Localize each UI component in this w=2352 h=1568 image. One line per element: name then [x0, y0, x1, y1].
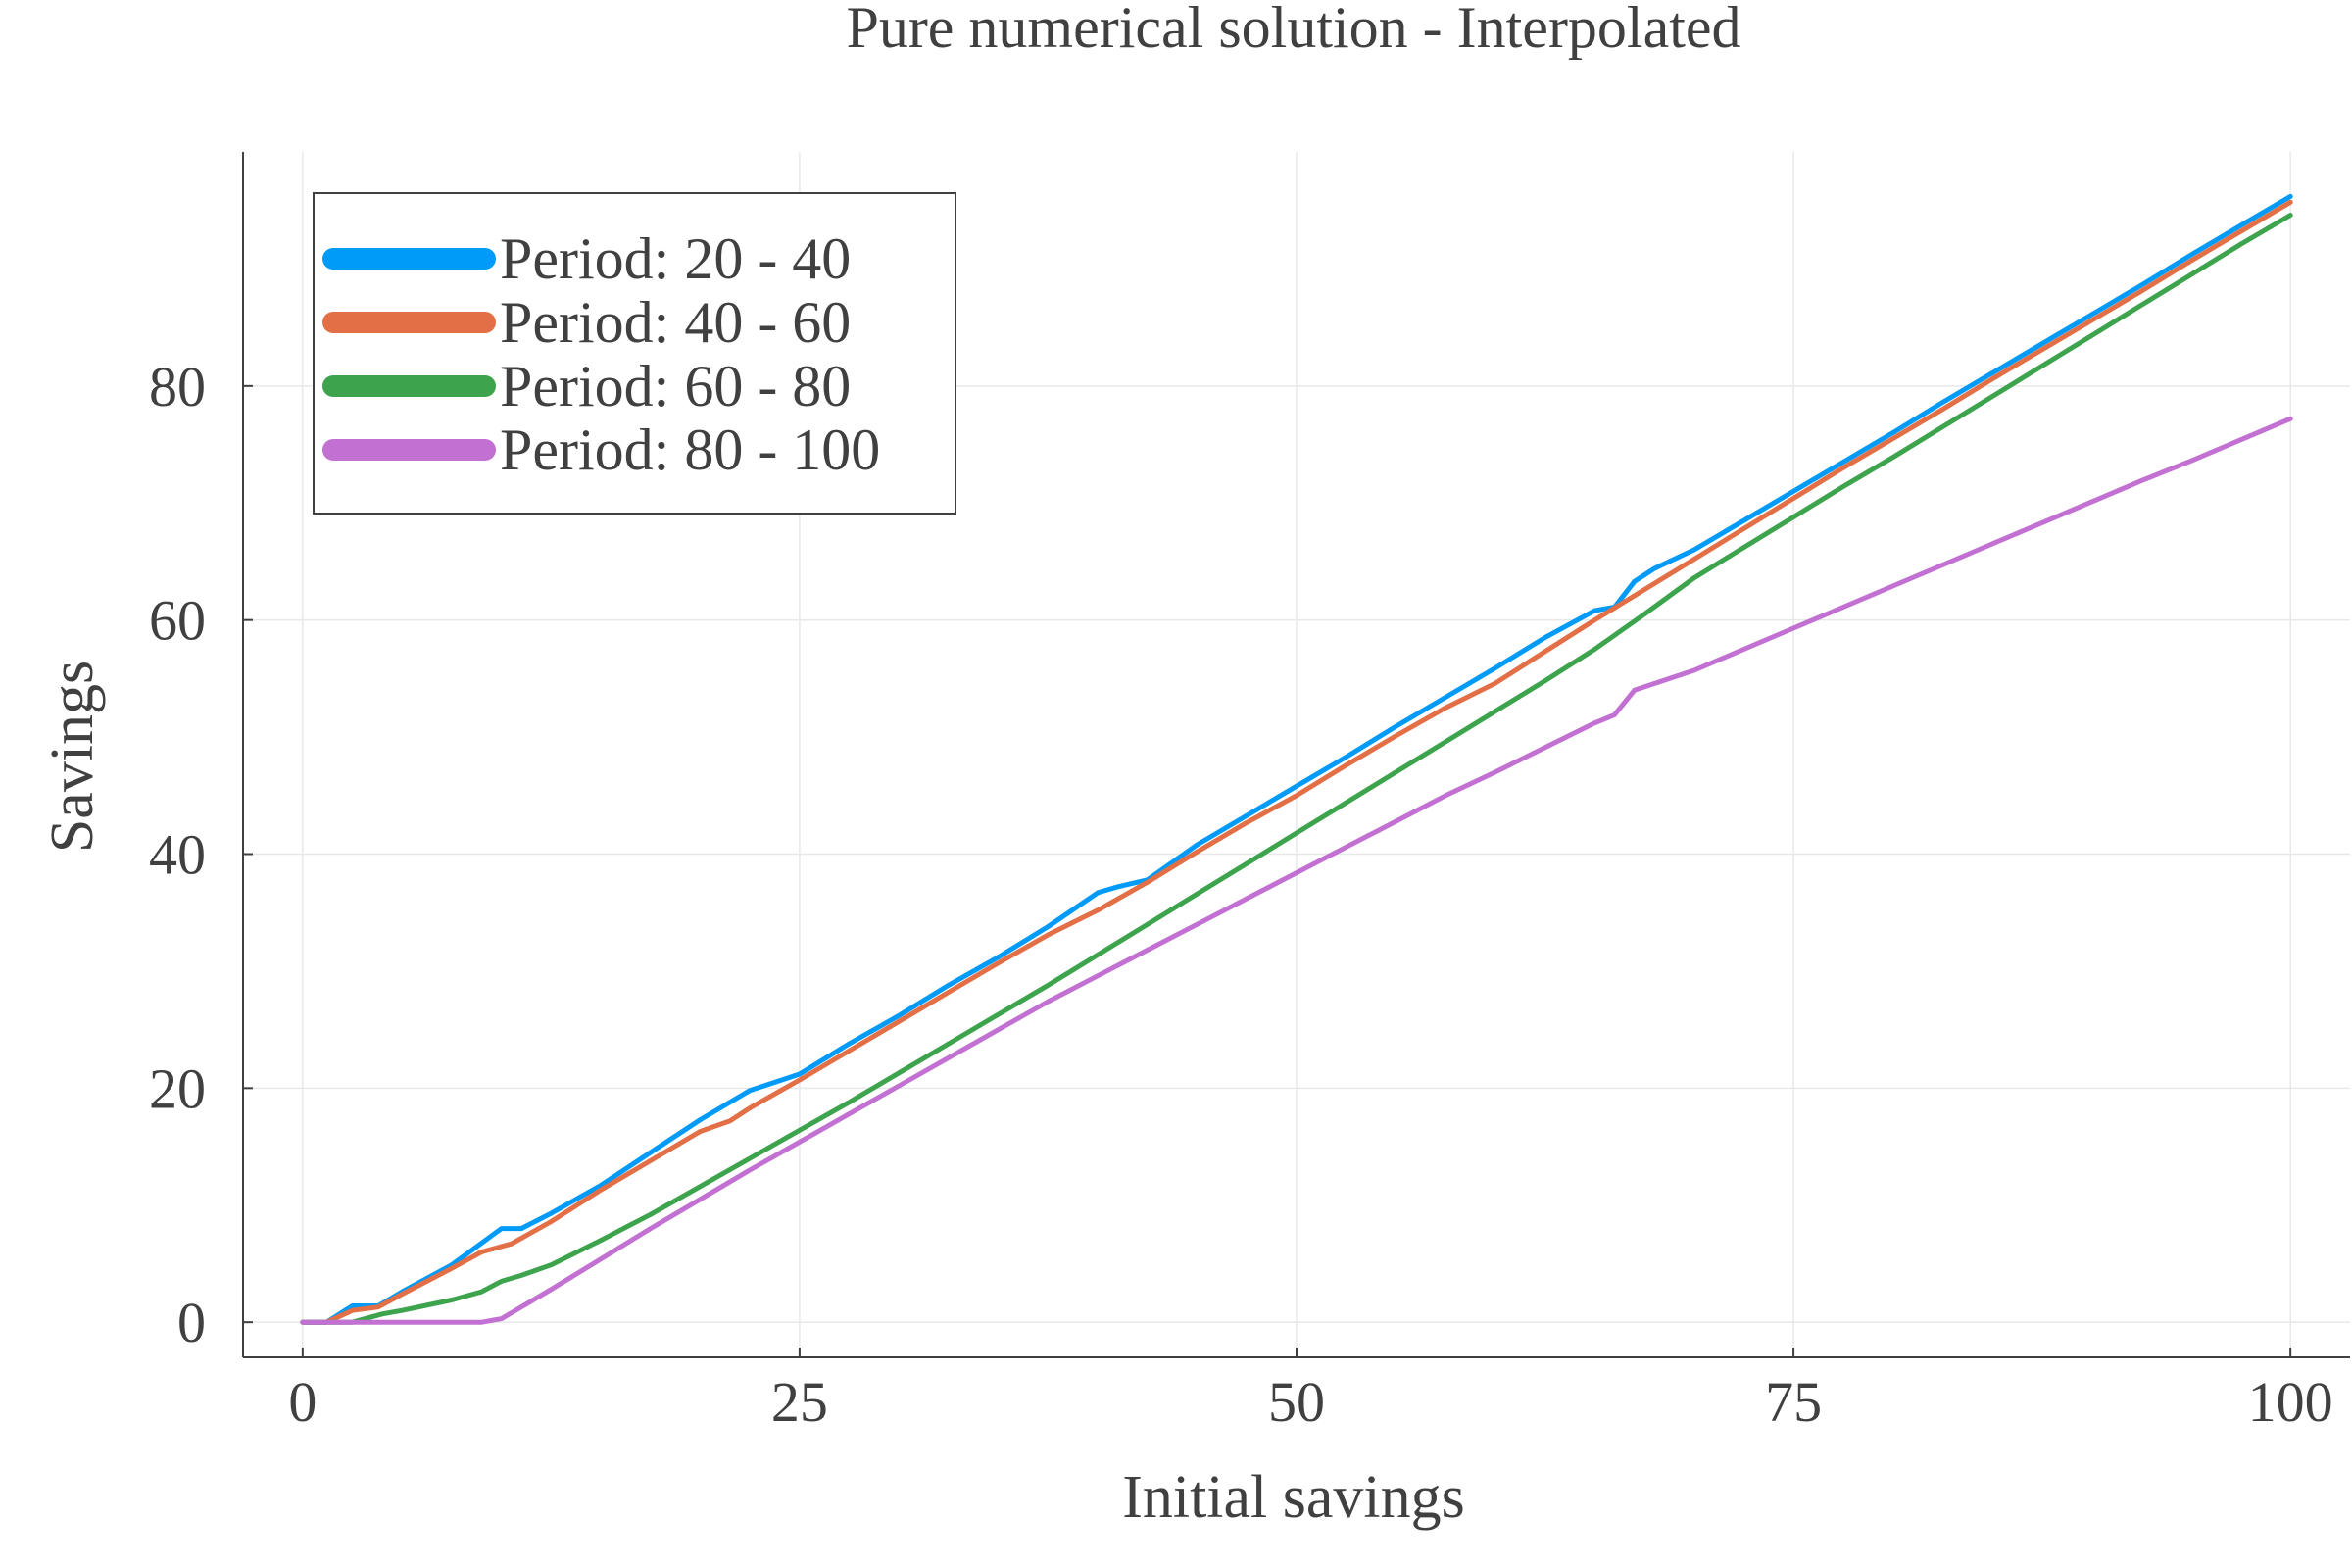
x-tick-label: 100	[2248, 1370, 2333, 1434]
series-line-3	[300, 213, 2293, 1325]
x-tick-label: 25	[771, 1370, 828, 1434]
legend-label: Period: 80 - 100	[500, 417, 880, 482]
y-tick-label: 20	[149, 1056, 206, 1120]
y-tick-label: 80	[149, 355, 206, 418]
series-line-2	[300, 199, 2293, 1325]
y-axis-ticks: 0 20 40 60 80	[149, 355, 253, 1354]
x-tick-label: 0	[288, 1370, 317, 1434]
y-tick-label: 0	[177, 1291, 206, 1354]
x-axis-label: Initial savings	[1122, 1464, 1465, 1531]
y-tick-label: 40	[149, 823, 206, 887]
series-line-4	[300, 416, 2293, 1325]
legend-label: Period: 20 - 40	[500, 226, 851, 291]
x-tick-label: 50	[1268, 1370, 1325, 1434]
legend-label: Period: 40 - 60	[500, 290, 851, 355]
series-line-1	[300, 193, 2293, 1325]
legend-label: Period: 60 - 80	[500, 354, 851, 418]
y-axis-label: Savings	[39, 661, 106, 853]
x-axis-ticks: 0 25 50 75 100	[288, 1348, 2333, 1434]
y-tick-label: 60	[149, 589, 206, 653]
chart-title: Pure numerical solution - Interpolated	[846, 0, 1740, 60]
series-lines	[300, 193, 2293, 1325]
grid-lines	[243, 152, 2350, 1357]
x-tick-label: 75	[1765, 1370, 1822, 1434]
